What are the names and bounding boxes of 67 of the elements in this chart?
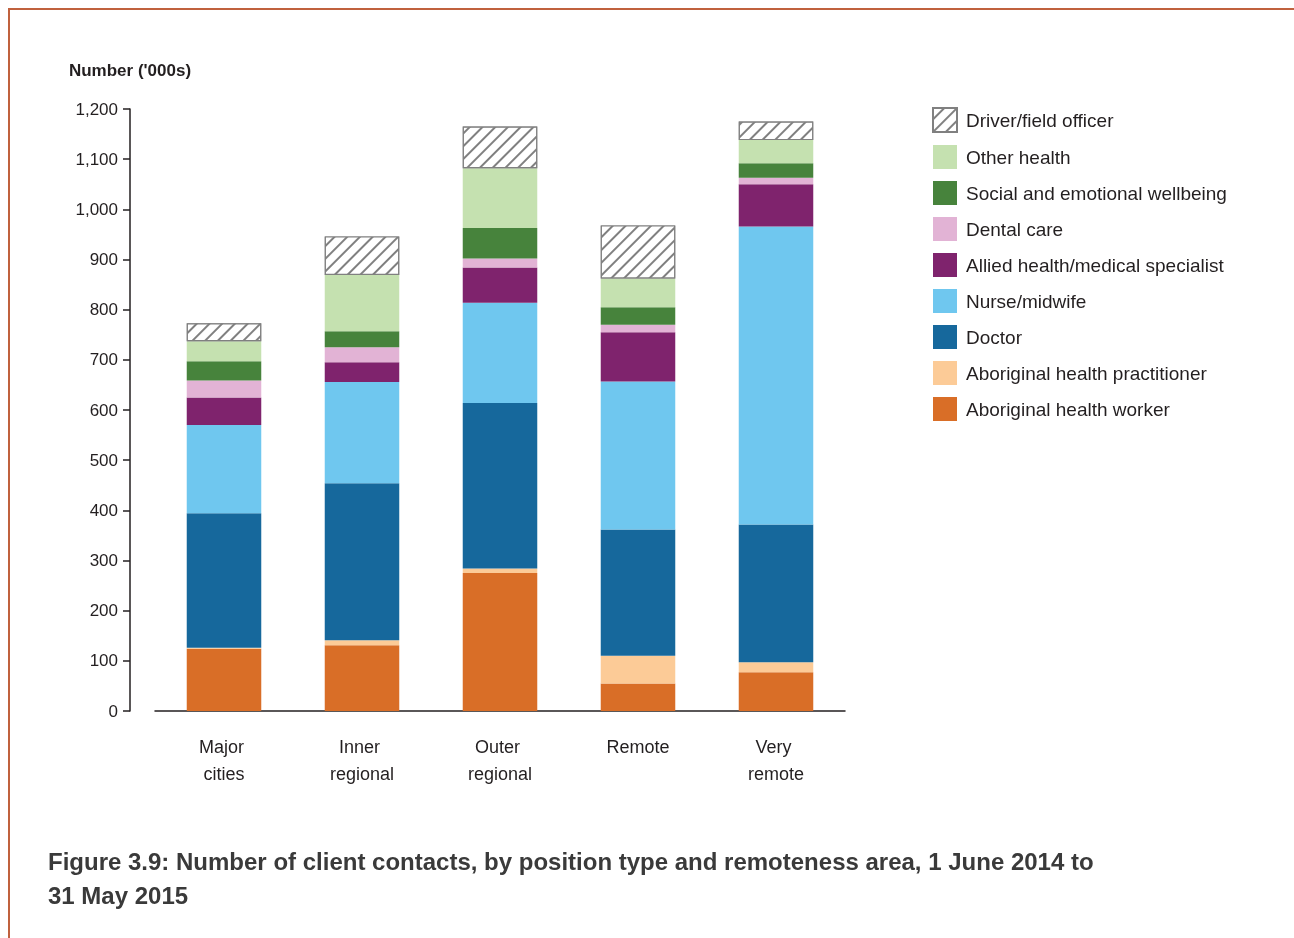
x-tick-label: Major cities: [198, 736, 250, 784]
bar: [186, 397, 262, 426]
bar: [324, 645, 400, 711]
bar: [738, 163, 814, 178]
bar: [462, 302, 538, 403]
bar: [324, 362, 400, 382]
legend-label: Allied health/medical specialist: [966, 254, 1225, 276]
bar: [738, 662, 814, 673]
legend-label: Aboriginal health practitioner: [966, 362, 1208, 384]
bar: [738, 524, 814, 663]
legend-label: Nurse/midwife: [966, 290, 1087, 312]
bar: [600, 529, 676, 656]
bar: [462, 168, 538, 228]
y-tick-label: 200: [89, 601, 118, 621]
y-tick-label: 400: [89, 500, 118, 520]
legend-label: Aboriginal health worker: [966, 398, 1171, 420]
bar: [324, 381, 400, 484]
bar: [600, 307, 676, 325]
bar: [738, 140, 814, 164]
bar: [738, 177, 814, 185]
bar: [186, 513, 262, 648]
bar: [600, 332, 676, 382]
bar: [324, 483, 400, 641]
bar: [738, 672, 814, 711]
bar: [600, 381, 676, 530]
bar: [186, 425, 262, 514]
bar: [600, 655, 676, 684]
y-tick-label: 700: [89, 350, 118, 370]
bar: [462, 267, 538, 303]
y-tick-label: 1,100: [75, 149, 118, 169]
bar: [324, 347, 400, 363]
text: Figure 3.9: Number of client contacts, by position type and remoteness area, 1 June 2014 to 31 May 2015: [48, 847, 1095, 911]
y-tick-label: 800: [89, 300, 118, 320]
bar: [186, 341, 262, 362]
y-axis-title: Number ('000s): [68, 61, 192, 80]
bar: [600, 683, 676, 711]
y-tick-label: 1,200: [75, 99, 118, 119]
x-tick-label: Very remote: [747, 736, 805, 784]
bar: [600, 278, 676, 308]
bar: [738, 226, 814, 525]
legend-label: Other health: [966, 146, 1071, 168]
y-tick-label: 900: [89, 250, 118, 269]
bar: [186, 648, 262, 711]
legend-label: Doctor: [966, 326, 1023, 348]
y-tick-label: 600: [89, 400, 118, 420]
bar: [324, 275, 400, 332]
bar: [186, 361, 262, 381]
bar: [186, 380, 262, 398]
bar: [462, 573, 538, 711]
bar: [462, 258, 538, 268]
bar: [324, 640, 400, 646]
y-tick-label: 500: [89, 450, 118, 470]
bar: [600, 324, 676, 333]
x-tick-label: Outer regional: [467, 736, 533, 784]
y-tick-label: 100: [89, 651, 118, 671]
bar: [324, 331, 400, 348]
legend-label: Driver/field officer: [966, 109, 1115, 131]
y-tick-label: 1,000: [75, 199, 118, 219]
y-tick-label: 0: [108, 701, 118, 721]
y-tick-label: 300: [89, 551, 118, 570]
x-tick-label: Remote: [606, 736, 670, 757]
bar: [462, 402, 538, 569]
bar: [738, 184, 814, 227]
legend-label: Dental care: [966, 218, 1064, 240]
x-tick-label: Inner regional: [329, 736, 395, 784]
legend-label: Social and emotional wellbeing: [966, 182, 1227, 204]
bar: [462, 227, 538, 259]
